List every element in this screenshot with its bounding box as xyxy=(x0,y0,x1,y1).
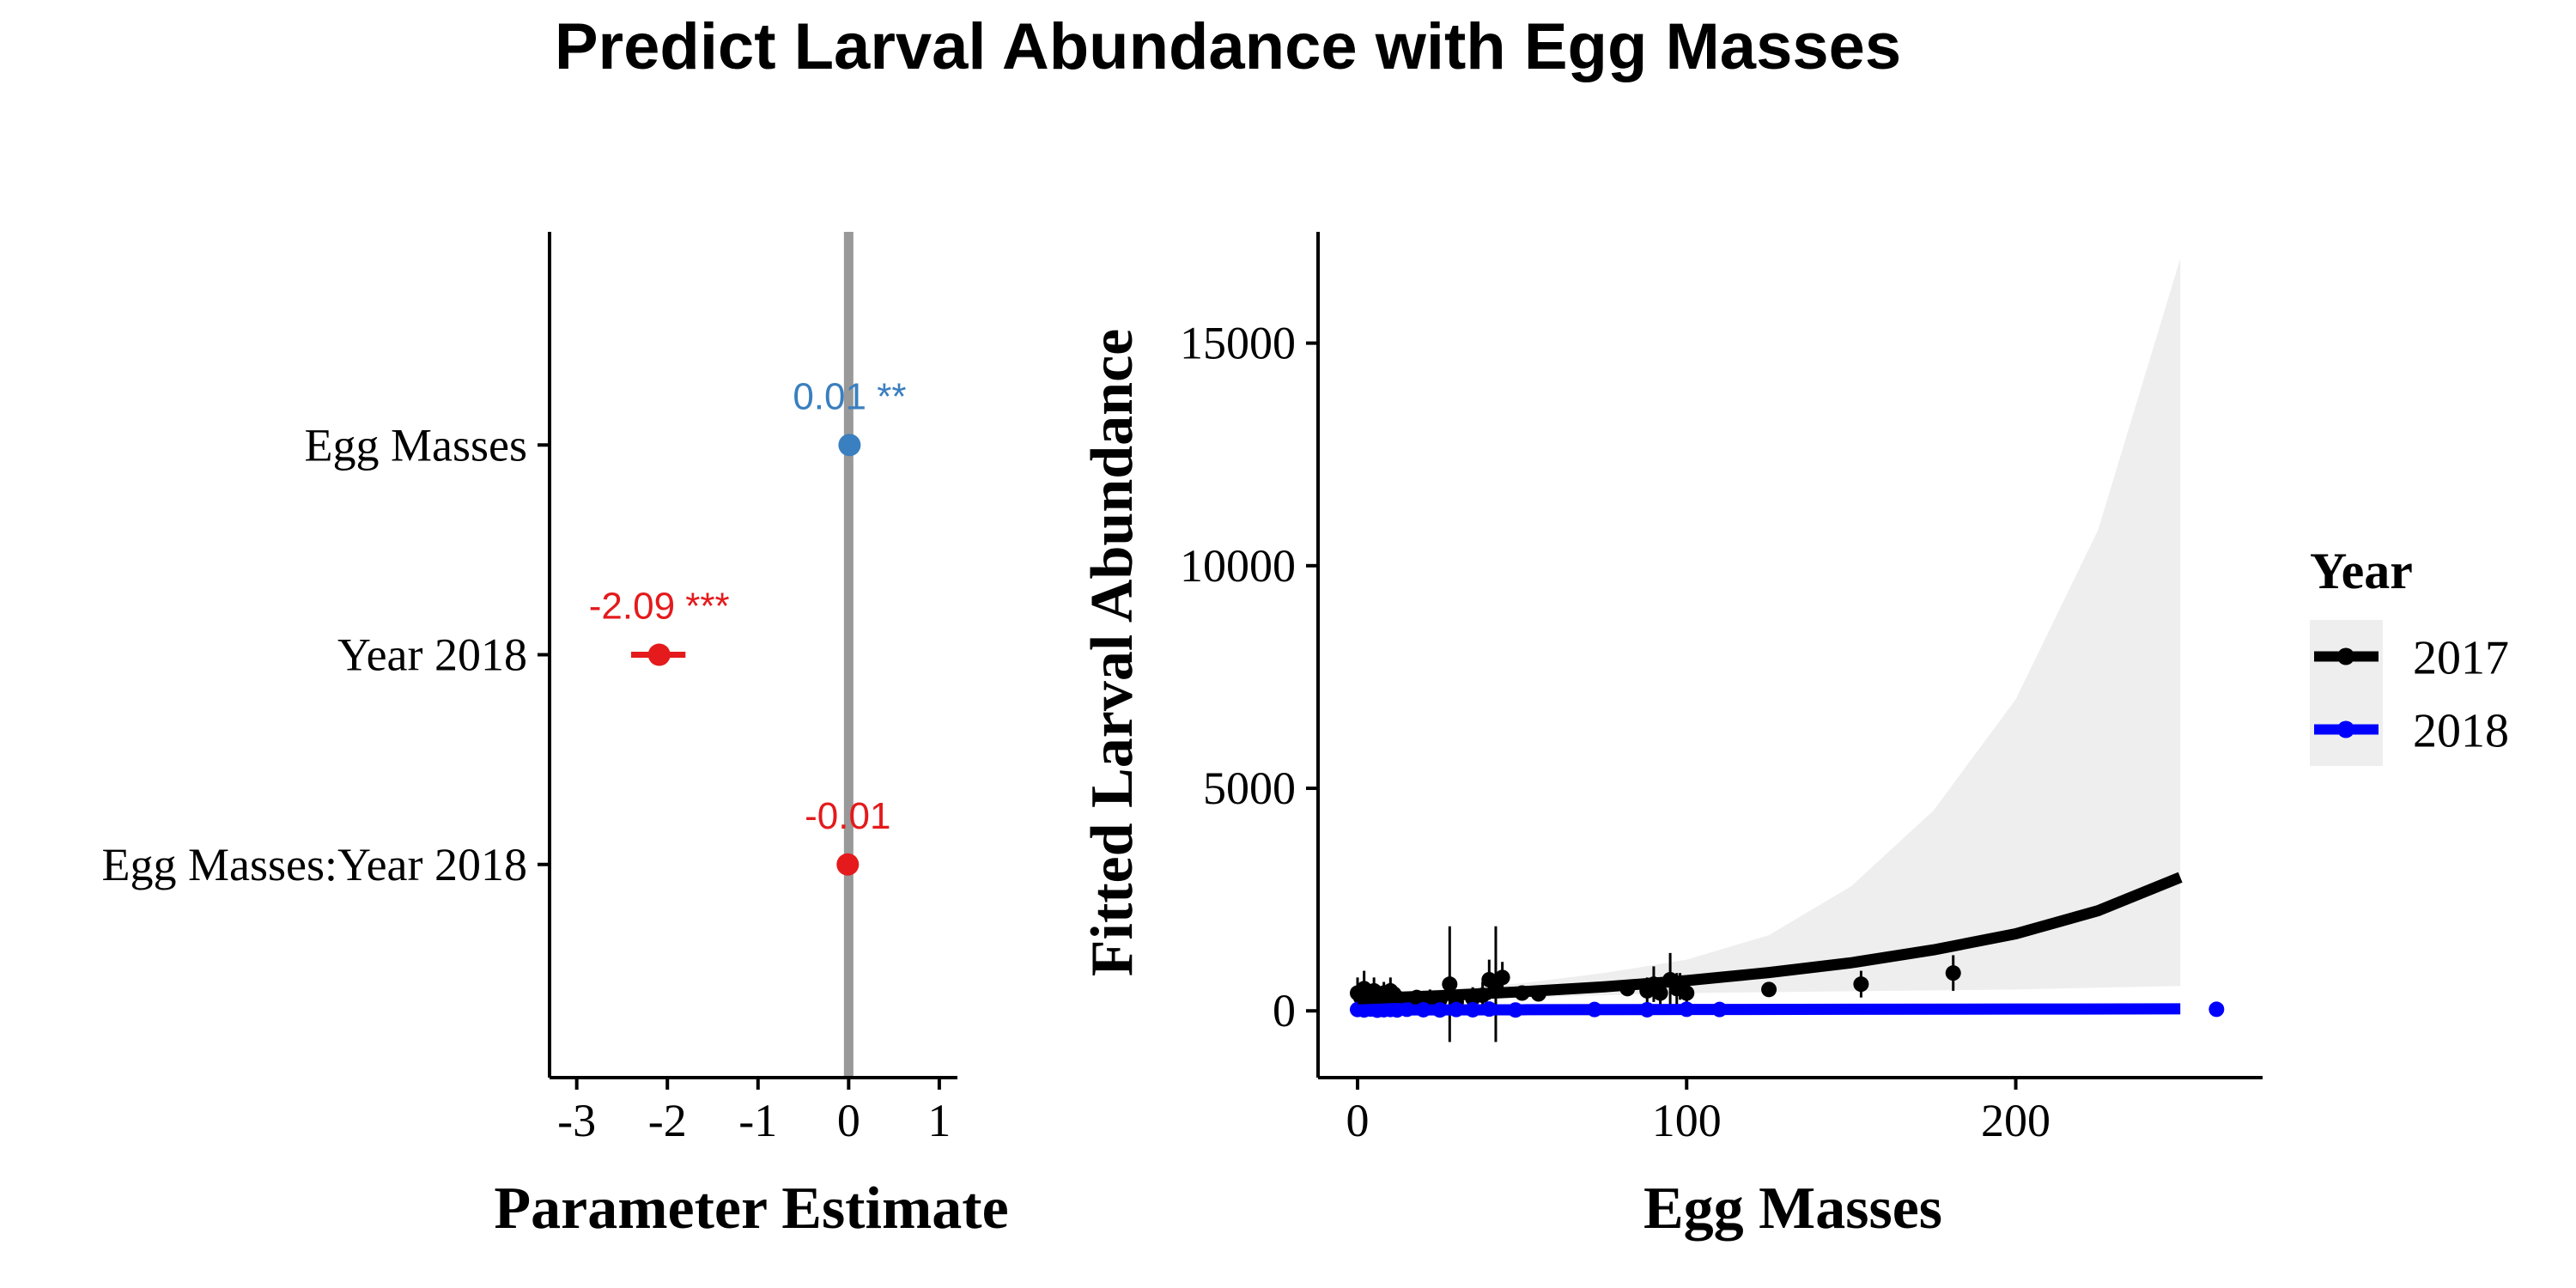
fit-y-tick-label: 15000 xyxy=(1180,318,1296,369)
legend-title: Year xyxy=(2310,543,2413,599)
fit-x-axis-label: Egg Masses xyxy=(1643,1176,1942,1242)
legend-key-point xyxy=(2337,720,2354,738)
coef-x-tick-label: -2 xyxy=(648,1095,687,1146)
data-point-2017 xyxy=(1761,981,1777,998)
legend-key-background xyxy=(2310,620,2383,766)
fit-x-tick-label: 0 xyxy=(1346,1095,1369,1146)
ribbon-2017 xyxy=(1357,258,2181,1003)
coef-value-label: -2.09 *** xyxy=(589,586,730,628)
fitted-line-2018 xyxy=(1357,1003,2181,1016)
fit-x-tick-label: 100 xyxy=(1652,1095,1722,1146)
data-point-2017 xyxy=(1442,976,1458,993)
coef-x-tick-label: 0 xyxy=(837,1095,860,1146)
data-point-2018 xyxy=(2208,1001,2225,1018)
fit-y-axis-label: Fitted Larval Abundance xyxy=(1079,329,1145,977)
coef-point xyxy=(647,643,671,666)
fit-y-tick-label: 10000 xyxy=(1180,540,1296,592)
data-point-2017 xyxy=(1494,969,1510,986)
coef-value-label: -0.01 xyxy=(805,795,890,837)
coef-x-tick-label: -1 xyxy=(738,1095,777,1146)
coef-value-label: 0.01 ** xyxy=(793,375,906,417)
fit-y-tick-label: 0 xyxy=(1273,985,1296,1036)
coef-term-label: Egg Masses:Year 2018 xyxy=(102,839,528,890)
data-point-2017 xyxy=(1853,976,1869,993)
chart-title: Predict Larval Abundance with Egg Masses xyxy=(555,10,1901,83)
data-point-2017 xyxy=(1679,985,1695,1001)
coef-term-label: Year 2018 xyxy=(337,629,527,681)
fit-y-tick-label: 5000 xyxy=(1203,762,1296,814)
legend-label: 2017 xyxy=(2413,632,2509,685)
coef-point xyxy=(836,853,860,876)
coef-x-tick-label: -3 xyxy=(557,1095,596,1146)
fit-x-tick-label: 200 xyxy=(1981,1095,2050,1146)
legend-label: 2018 xyxy=(2413,705,2509,758)
coefficient-panel: -3 -2 -1 0 1 Egg Masses 0.01 ** Year 2018 -2.09 … xyxy=(102,232,957,1146)
coef-term-label: Egg Masses xyxy=(305,419,527,471)
coef-x-tick-label: 1 xyxy=(927,1095,951,1146)
legend: Year 2017 2018 xyxy=(2310,543,2509,766)
data-point-2017 xyxy=(1945,965,1961,981)
coef-x-axis-label: Parameter Estimate xyxy=(494,1176,1008,1242)
coef-point xyxy=(838,434,861,457)
legend-key-point xyxy=(2337,647,2354,665)
fitted-line-2017 xyxy=(1357,872,2183,1005)
fitted-panel: 0 100 200 0 5000 10000 15000 xyxy=(1180,232,2263,1146)
data-point-2017 xyxy=(1652,985,1668,1001)
